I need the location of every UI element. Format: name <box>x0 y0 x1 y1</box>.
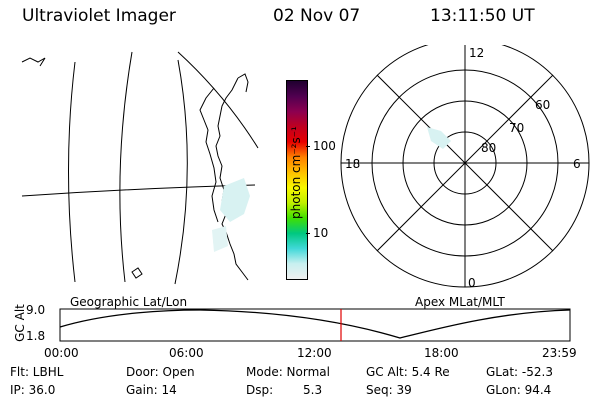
gcalt-info: GC Alt: 5.4 Re <box>366 365 450 379</box>
dsp-info-value: 5.3 <box>303 383 323 397</box>
door-info: Door: Open <box>126 365 195 379</box>
map-latitude-line <box>21 184 256 197</box>
coastline <box>199 87 219 223</box>
lat-label-80: 80 <box>481 141 496 155</box>
polar-plot: 12 18 6 0 60 70 80 <box>340 45 590 290</box>
mlt-label-18: 18 <box>345 157 360 171</box>
emission-patch <box>427 127 451 149</box>
geographic-label: Geographic Lat/Lon <box>70 295 188 309</box>
gain-info: Gain: 14 <box>126 383 177 397</box>
color-bar-tick-label: 100 <box>313 139 336 153</box>
altitude-curve <box>59 309 571 339</box>
mode-info: Mode: Normal <box>246 365 330 379</box>
color-bar-tick <box>306 146 310 147</box>
glon-info: GLon: 94.4 <box>486 383 552 397</box>
instrument-title: Ultraviolet Imager <box>22 6 176 26</box>
altitude-ylabel: GC Alt <box>13 304 27 342</box>
ip-info: IP: 36.0 <box>10 383 56 397</box>
polar-axis <box>376 74 554 252</box>
color-bar-unit: photon cm⁻²s⁻¹ <box>289 126 303 219</box>
map-longitude-line <box>119 51 133 283</box>
altitude-xtick: 18:00 <box>424 346 459 360</box>
coastline <box>131 267 143 279</box>
map-longitude-line <box>174 59 188 285</box>
apex-label: Apex MLat/MLT <box>415 295 505 309</box>
lat-label-60: 60 <box>535 98 550 112</box>
lat-label-70: 70 <box>509 121 524 135</box>
mlt-label-6: 6 <box>573 157 581 171</box>
emission-patch <box>212 226 228 252</box>
altitude-xtick: 23:59 <box>542 346 577 360</box>
map-longitude-line <box>68 61 76 283</box>
color-bar-tick-label: 10 <box>313 226 329 240</box>
altitude-ytick: 1.8 <box>26 329 46 343</box>
altitude-ytick: 9.0 <box>26 303 46 317</box>
coastline <box>21 57 46 67</box>
color-bar <box>286 80 308 280</box>
time-label: 13:11:50 UT <box>430 6 535 26</box>
altitude-plot-frame <box>59 308 571 342</box>
map-longitude-line <box>177 51 259 149</box>
color-bar-tick <box>306 233 310 234</box>
dsp-info-label: Dsp: <box>246 383 274 397</box>
date-label: 02 Nov 07 <box>273 6 361 26</box>
altitude-xtick: 12:00 <box>297 346 332 360</box>
mlt-label-12: 12 <box>469 46 484 60</box>
mlt-label-0: 0 <box>468 276 476 290</box>
altitude-plot <box>59 308 571 342</box>
coastline <box>215 77 249 281</box>
coastline <box>237 73 249 93</box>
seq-info: Seq: 39 <box>366 383 412 397</box>
flt-info: Flt: LBHL <box>10 365 64 379</box>
altitude-xtick: 06:00 <box>169 346 204 360</box>
glat-info: GLat: -52.3 <box>486 365 553 379</box>
emission-patch <box>220 178 250 222</box>
altitude-xtick: 00:00 <box>44 346 79 360</box>
